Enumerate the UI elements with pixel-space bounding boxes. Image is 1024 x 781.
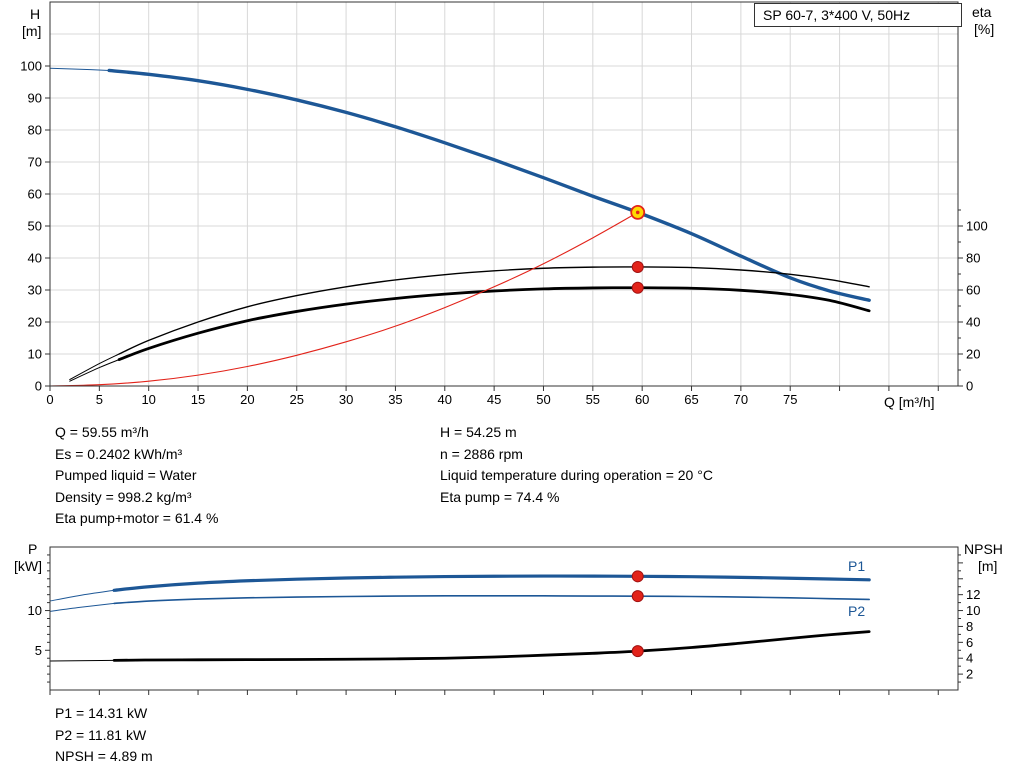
p2-point	[631, 590, 644, 603]
svg-text:80: 80	[28, 123, 42, 138]
h-axis-unit: [m]	[22, 23, 42, 39]
svg-text:8: 8	[966, 619, 973, 634]
svg-text:70: 70	[734, 392, 748, 407]
p2-series-label: P2	[848, 603, 866, 619]
svg-text:4: 4	[966, 651, 973, 666]
svg-text:10: 10	[141, 392, 155, 407]
svg-text:20: 20	[240, 392, 254, 407]
pump-curve	[107, 68, 871, 302]
svg-text:45: 45	[487, 392, 501, 407]
system-curve	[49, 211, 639, 387]
svg-text:30: 30	[339, 392, 353, 407]
annotation-es: Es = 0.2402 kWh/m³	[55, 446, 183, 462]
svg-text:80: 80	[966, 251, 980, 266]
svg-text:5: 5	[35, 643, 42, 658]
eta-pump-point	[631, 260, 644, 273]
svg-text:75: 75	[783, 392, 797, 407]
annotation-speed: n = 2886 rpm	[440, 446, 523, 462]
p2-curve	[49, 602, 115, 612]
svg-text:65: 65	[684, 392, 698, 407]
svg-text:0: 0	[966, 379, 973, 394]
svg-text:10: 10	[966, 603, 980, 618]
svg-text:40: 40	[966, 315, 980, 330]
p1-series-label: P1	[848, 558, 866, 574]
npsh-curve	[112, 630, 871, 662]
svg-text:100: 100	[966, 219, 988, 234]
svg-text:10: 10	[28, 347, 42, 362]
svg-text:40: 40	[28, 251, 42, 266]
svg-text:6: 6	[966, 635, 973, 650]
annotation-h: H = 54.25 m	[440, 424, 517, 440]
svg-text:35: 35	[388, 392, 402, 407]
annotation-eta-pump: Eta pump = 74.4 %	[440, 489, 560, 505]
svg-text:0: 0	[46, 392, 53, 407]
svg-text:60: 60	[966, 283, 980, 298]
svg-text:2: 2	[966, 667, 973, 682]
svg-text:10: 10	[28, 603, 42, 618]
p1-curve	[49, 589, 115, 602]
npsh-axis-label: NPSH	[964, 541, 1003, 557]
svg-text:50: 50	[28, 219, 42, 234]
svg-text:15: 15	[191, 392, 205, 407]
svg-text:20: 20	[966, 347, 980, 362]
annotation-npsh: NPSH = 4.89 m	[55, 748, 153, 764]
npsh-axis-unit: [m]	[978, 558, 998, 574]
eta-pump-curve	[69, 353, 120, 381]
svg-text:60: 60	[635, 392, 649, 407]
curve-title-box: SP 60-7, 3*400 V, 50Hz	[754, 3, 962, 27]
duty-point-center	[635, 210, 640, 215]
annotation-q: Q = 59.55 m³/h	[55, 424, 149, 440]
svg-text:55: 55	[586, 392, 600, 407]
eta-pump-motor-point	[631, 281, 644, 294]
svg-text:40: 40	[438, 392, 452, 407]
svg-text:100: 100	[20, 59, 42, 74]
p1-point	[631, 570, 644, 583]
svg-text:50: 50	[536, 392, 550, 407]
head-capacity-chart: 0 5 10 15 20 25 30 35 40 45 50 55 60 65 70 75 0 10 20 30 40 5…	[20, 1, 988, 407]
p2-curve	[113, 594, 870, 605]
eta-axis-unit: [%]	[974, 21, 995, 37]
eta-axis-label: eta	[972, 4, 992, 20]
svg-text:5: 5	[96, 392, 103, 407]
annotation-temperature: Liquid temperature during operation = 20…	[440, 467, 713, 483]
p1-curve	[112, 574, 871, 592]
svg-text:0: 0	[35, 379, 42, 394]
svg-text:12: 12	[966, 587, 980, 602]
p-axis-label: P	[28, 541, 38, 557]
eta-pump-motor-curve	[69, 359, 120, 382]
npsh-point	[631, 645, 644, 658]
eta-pump-motor-curve	[117, 286, 871, 361]
svg-text:25: 25	[290, 392, 304, 407]
npsh-curve	[49, 659, 115, 662]
svg-text:70: 70	[28, 155, 42, 170]
annotation-p2: P2 = 11.81 kW	[55, 727, 147, 743]
pump-curve	[49, 67, 110, 71]
q-axis-label: Q [m³/h]	[884, 394, 935, 410]
svg-text:30: 30	[28, 283, 42, 298]
annotation-eta-total: Eta pump+motor = 61.4 %	[55, 510, 219, 526]
h-axis-label: H	[30, 6, 41, 22]
svg-text:60: 60	[28, 187, 42, 202]
svg-text:20: 20	[28, 315, 42, 330]
p-axis-unit: [kW]	[14, 558, 42, 574]
annotation-p1: P1 = 14.31 kW	[55, 705, 148, 721]
annotation-density: Density = 998.2 kg/m³	[55, 489, 192, 505]
eta-pump-curve	[118, 266, 870, 355]
annotation-liquid: Pumped liquid = Water	[55, 467, 197, 483]
svg-text:90: 90	[28, 91, 42, 106]
